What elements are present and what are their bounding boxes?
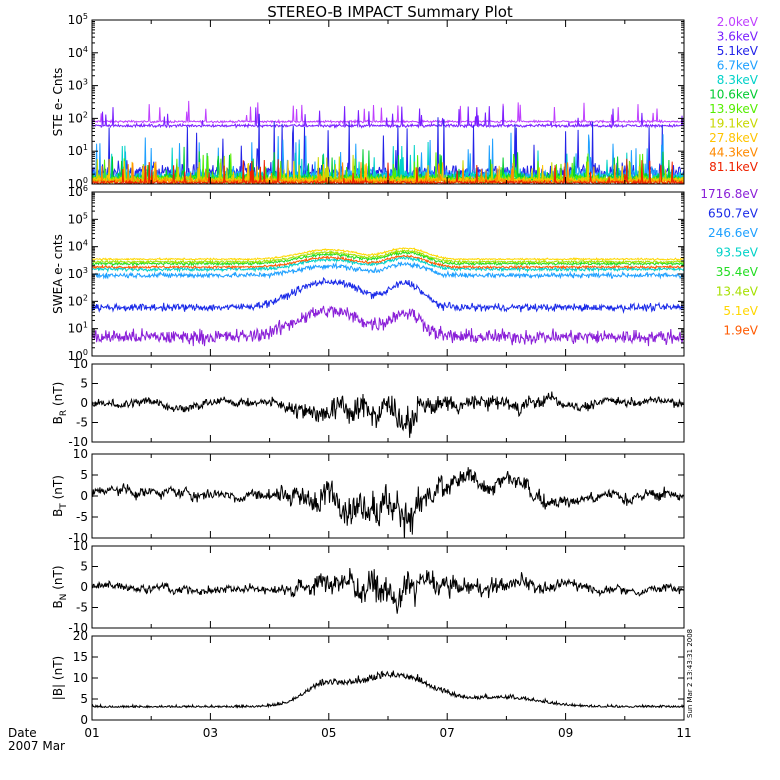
xtick-label-05: 05	[321, 726, 336, 740]
panel-bt-series	[92, 467, 684, 538]
ylabel-ste: STE e- Cnts	[51, 68, 65, 137]
panel-bmag-series	[92, 670, 684, 709]
legend-ste-6: 13.9keV	[709, 102, 759, 116]
panel-bt: -10 -5 0 5 10 BT (nT)	[51, 447, 685, 545]
xtick-label-03: 03	[203, 726, 218, 740]
panel-swea-frame	[91, 191, 685, 357]
panel-br-series	[92, 391, 684, 438]
xtick-label-07: 07	[440, 726, 455, 740]
ytick-label-bt--5: -5	[76, 510, 88, 524]
xtick-label-09: 09	[558, 726, 573, 740]
panel-bmag: 0 5 10 15 20 |B| (nT)	[51, 629, 685, 727]
legend-ste-0: 2.0keV	[717, 15, 759, 29]
ytick-label-br-0: 0	[80, 396, 88, 410]
series-swea-5	[92, 249, 684, 265]
series-br	[92, 391, 684, 438]
series-swea-2	[92, 261, 684, 280]
legend-swea-6: 5.1eV	[723, 304, 758, 318]
ytick-label-swea-6: 106	[68, 184, 88, 199]
panel-ste-frame	[91, 19, 685, 185]
panel-bn: -10 -5 0 5 10 BN (nT)	[51, 539, 685, 635]
xtick-label-11: 11	[676, 726, 691, 740]
ytick-label-bn-5: 5	[80, 560, 88, 574]
legend-ste-2: 5.1keV	[717, 44, 759, 58]
ytick-label-bt--10: -10	[68, 531, 88, 545]
series-bmag	[92, 670, 684, 709]
ytick-label-bt-0: 0	[80, 489, 88, 503]
legend-ste-1: 3.6keV	[717, 30, 759, 44]
legend-swea-3: 93.5eV	[716, 246, 759, 260]
ytick-label-swea-2: 102	[68, 293, 88, 308]
panel-br: -10 -5 0 5 10 BR (nT)	[51, 357, 685, 449]
legend-swea-2: 246.6eV	[708, 226, 759, 240]
timestamp-label: Sun Mar 2 13:43:31 2008	[686, 629, 694, 718]
series-swea-3	[92, 255, 684, 274]
ylabel-swea: SWEA e- cnts	[51, 234, 65, 314]
x-axis-month-label: 2007 Mar	[8, 739, 65, 753]
series-bn	[92, 567, 684, 614]
series-swea-1	[92, 277, 684, 314]
legend-swea-1: 650.7eV	[708, 207, 759, 221]
ytick-label-br--10: -10	[68, 435, 88, 449]
series-ste-0	[92, 100, 684, 125]
legend-swea-4: 35.4eV	[716, 265, 759, 279]
ytick-label-swea-1: 101	[68, 321, 88, 336]
legend-swea-5: 13.4eV	[716, 285, 759, 299]
legend-ste-4: 8.3keV	[717, 73, 759, 87]
ytick-label-swea-3: 103	[68, 266, 88, 281]
legend-swea-7: 1.9eV	[723, 324, 758, 338]
legend-swea-0: 1716.8eV	[700, 187, 758, 201]
series-bt	[92, 467, 684, 538]
ytick-label-br--5: -5	[76, 416, 88, 430]
legend-ste-10: 81.1keV	[709, 160, 759, 174]
panel-swea-series	[92, 247, 684, 347]
series-swea-0	[92, 305, 684, 347]
ytick-label-ste-3: 103	[68, 78, 88, 93]
ylabel-bmag: |B| (nT)	[51, 656, 65, 700]
ytick-label-br-5: 5	[80, 377, 88, 391]
ytick-label-bt-5: 5	[80, 468, 88, 482]
ylabel-bn: BN (nT)	[51, 565, 69, 608]
ytick-label-ste-1: 101	[68, 143, 88, 158]
ytick-label-bt-10: 10	[73, 447, 88, 461]
ytick-label-bn--10: -10	[68, 621, 88, 635]
ytick-label-bmag-5: 5	[80, 692, 88, 706]
ytick-label-bmag-0: 0	[80, 713, 88, 727]
ytick-label-bn-10: 10	[73, 539, 88, 553]
ytick-label-bmag-15: 15	[73, 650, 88, 664]
series-swea-7	[92, 254, 684, 270]
ytick-label-br-10: 10	[73, 357, 88, 371]
ytick-label-swea-5: 105	[68, 211, 88, 226]
ytick-label-bn--5: -5	[76, 601, 88, 615]
x-axis-date-label: Date	[8, 726, 37, 740]
panel-ste-series	[92, 100, 684, 184]
panel-bn-series	[92, 567, 684, 614]
ytick-label-ste-5: 105	[68, 12, 88, 27]
series-ste-10	[92, 158, 684, 184]
ytick-label-swea-4: 104	[68, 239, 88, 254]
legend-ste-8: 27.8keV	[709, 131, 759, 145]
plot-title: STEREO-B IMPACT Summary Plot	[267, 3, 513, 21]
panel-bn-frame	[91, 545, 685, 629]
ylabel-br: BR (nT)	[51, 382, 69, 425]
ytick-label-ste-2: 102	[68, 110, 88, 125]
series-swea-6	[92, 247, 684, 262]
ytick-label-bmag-20: 20	[73, 629, 88, 643]
ylabel-bt: BT (nT)	[51, 475, 69, 517]
xtick-label-01: 01	[84, 726, 99, 740]
legend-ste-3: 6.7keV	[717, 59, 759, 73]
series-ste-1	[92, 105, 684, 129]
ytick-label-bmag-10: 10	[73, 671, 88, 685]
ytick-label-bn-0: 0	[80, 580, 88, 594]
legend-ste-9: 44.3keV	[709, 146, 759, 160]
ytick-label-ste-4: 104	[68, 45, 88, 60]
x-axis: 01 03 05 07 09 11	[84, 726, 691, 740]
legend-ste-7: 19.1keV	[709, 117, 759, 131]
legend-ste-5: 10.6keV	[709, 88, 759, 102]
